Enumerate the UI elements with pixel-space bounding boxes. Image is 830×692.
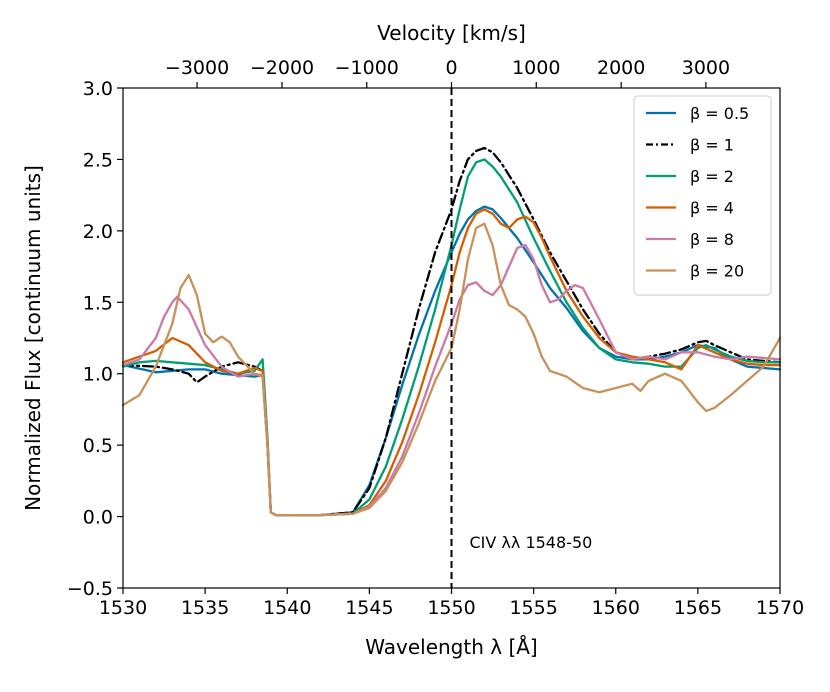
legend: β = 0.5 β = 1 β = 2 β = 4 β = 8 β = 20 <box>633 95 772 296</box>
legend-label-3: β = 4 <box>690 199 734 218</box>
line-annotation: CIV λλ 1548-50 <box>470 533 593 552</box>
legend-label-2: β = 2 <box>690 167 734 186</box>
top-axis-title: Velocity [km/s] <box>377 21 526 45</box>
legend-label-4: β = 8 <box>690 230 734 249</box>
x-axis-title: Wavelength λ [Å] <box>365 635 537 659</box>
y-tick-label: 1.5 <box>83 292 113 314</box>
series-line-3 <box>121 208 782 517</box>
legend-box <box>633 95 772 296</box>
top-tick-label: −3000 <box>165 57 229 79</box>
top-tick-label: 3000 <box>682 57 730 79</box>
x-tick-label: 1530 <box>99 597 147 619</box>
series-layer <box>121 146 782 517</box>
series-line-5 <box>121 222 782 517</box>
axes: 1530 1535 1540 1545 1550 1555 1560 1565 1570 −0.5… <box>67 57 804 619</box>
y-tick-label: 0.5 <box>83 435 113 457</box>
top-tick-label: 0 <box>445 57 457 79</box>
series-line-4 <box>121 243 782 517</box>
y-axis-title: Normalized Flux [continuum units] <box>21 165 45 511</box>
y-tick-label: 1.0 <box>83 364 113 386</box>
legend-label-0: β = 0.5 <box>690 104 749 123</box>
y-tick-label: 3.0 <box>83 78 113 100</box>
legend-label-1: β = 1 <box>690 136 734 155</box>
x-tick-label: 1565 <box>674 597 722 619</box>
x-tick-label: 1550 <box>427 597 475 619</box>
x-tick-label: 1560 <box>592 597 640 619</box>
top-tick-label: −1000 <box>335 57 399 79</box>
y-tick-label: 2.5 <box>83 149 113 171</box>
top-tick-label: 2000 <box>597 57 645 79</box>
x-tick-label: 1555 <box>509 597 557 619</box>
y-tick-label: 0.0 <box>83 507 113 529</box>
top-tick-label: −2000 <box>250 57 314 79</box>
top-tick-label: 1000 <box>512 57 560 79</box>
legend-label-5: β = 20 <box>690 262 744 281</box>
x-tick-label: 1540 <box>263 597 311 619</box>
x-tick-label: 1570 <box>756 597 804 619</box>
y-tick-label: −0.5 <box>67 578 113 600</box>
x-tick-label: 1545 <box>345 597 393 619</box>
x-tick-label: 1535 <box>181 597 229 619</box>
y-tick-label: 2.0 <box>83 221 113 243</box>
